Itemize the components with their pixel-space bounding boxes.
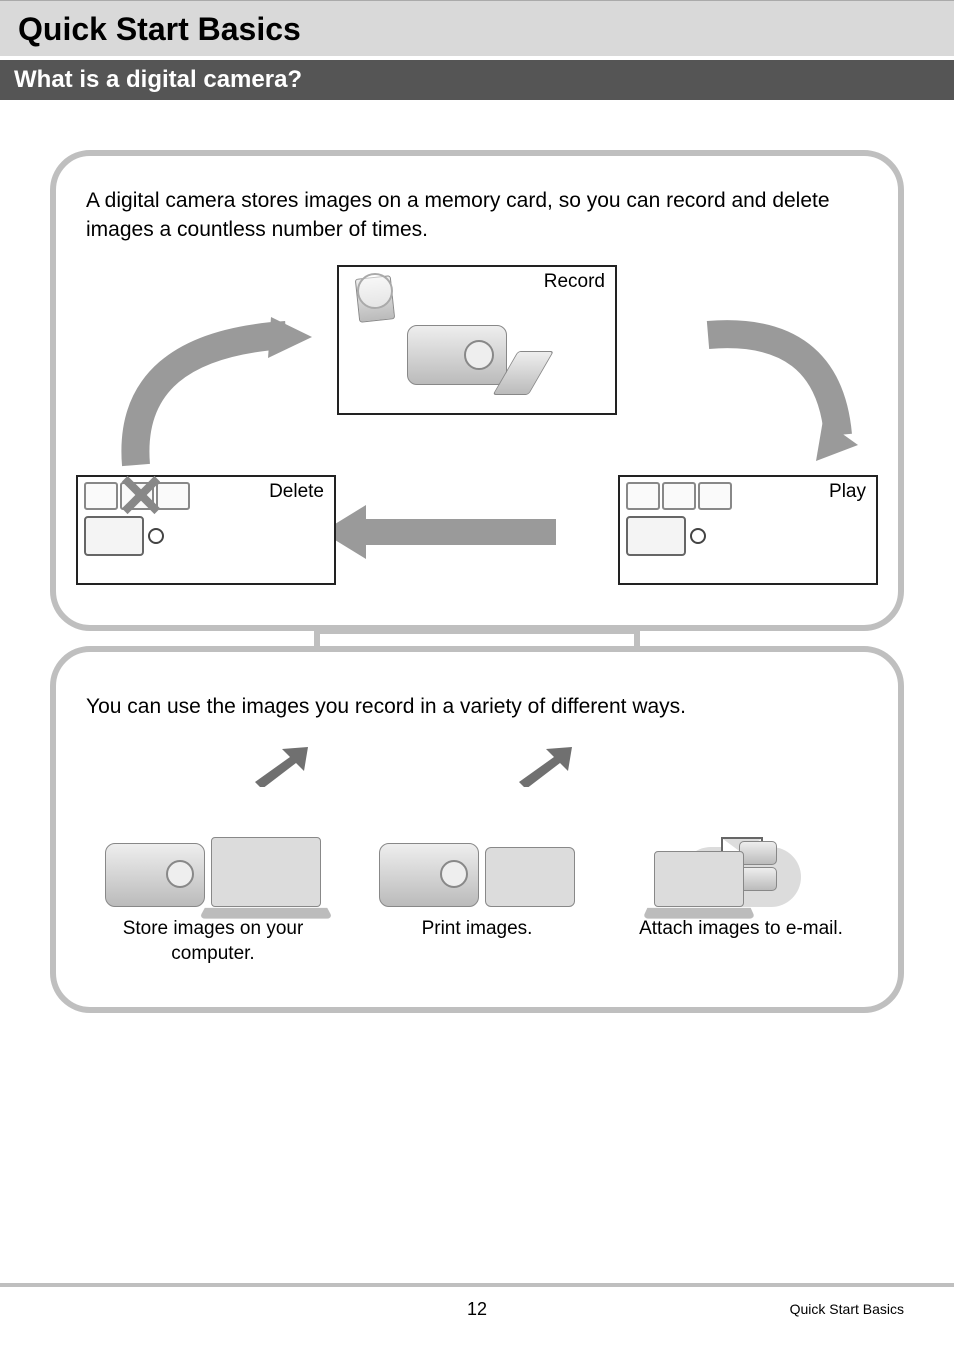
store-illustration [86,747,340,907]
usage-email: Attach images to e-mail. [614,747,868,966]
content-area: A digital camera stores images on a memo… [0,100,954,1013]
delete-box: Delete [76,475,336,585]
cycle-diagram: Record Play Delete [86,265,868,585]
email-caption: Attach images to e-mail. [614,917,868,942]
play-illustration [626,483,870,555]
record-illustration [345,273,609,385]
print-illustration [350,747,604,907]
arrow-store-icon [250,747,310,787]
store-caption: Store images on your computer. [86,917,340,966]
arrow-print-icon [514,747,574,787]
print-caption: Print images. [350,917,604,942]
usage-grid: Store images on your computer. Print ima… [86,747,868,966]
cycle-intro-text: A digital camera stores images on a memo… [86,186,868,245]
cycle-panel: A digital camera stores images on a memo… [50,150,904,631]
arrow-delete-to-record-icon [86,315,316,485]
usage-store: Store images on your computer. [86,747,340,966]
page-header: Quick Start Basics [0,0,954,56]
page-number: 12 [467,1299,487,1320]
page-footer: 12 Quick Start Basics [0,1283,954,1317]
delete-illustration [84,483,328,555]
record-box: Record [337,265,617,415]
usage-intro-text: You can use the images you record in a v… [86,692,868,721]
usage-panel: You can use the images you record in a v… [50,646,904,1013]
page-title: Quick Start Basics [18,11,936,48]
play-box: Play [618,475,878,585]
section-header: What is a digital camera? [0,60,954,100]
arrow-play-to-delete-icon [316,495,576,565]
footer-label: Quick Start Basics [790,1301,904,1317]
arrow-record-to-play-icon [688,315,868,485]
email-illustration [614,747,868,907]
usage-print: Print images. [350,747,604,966]
